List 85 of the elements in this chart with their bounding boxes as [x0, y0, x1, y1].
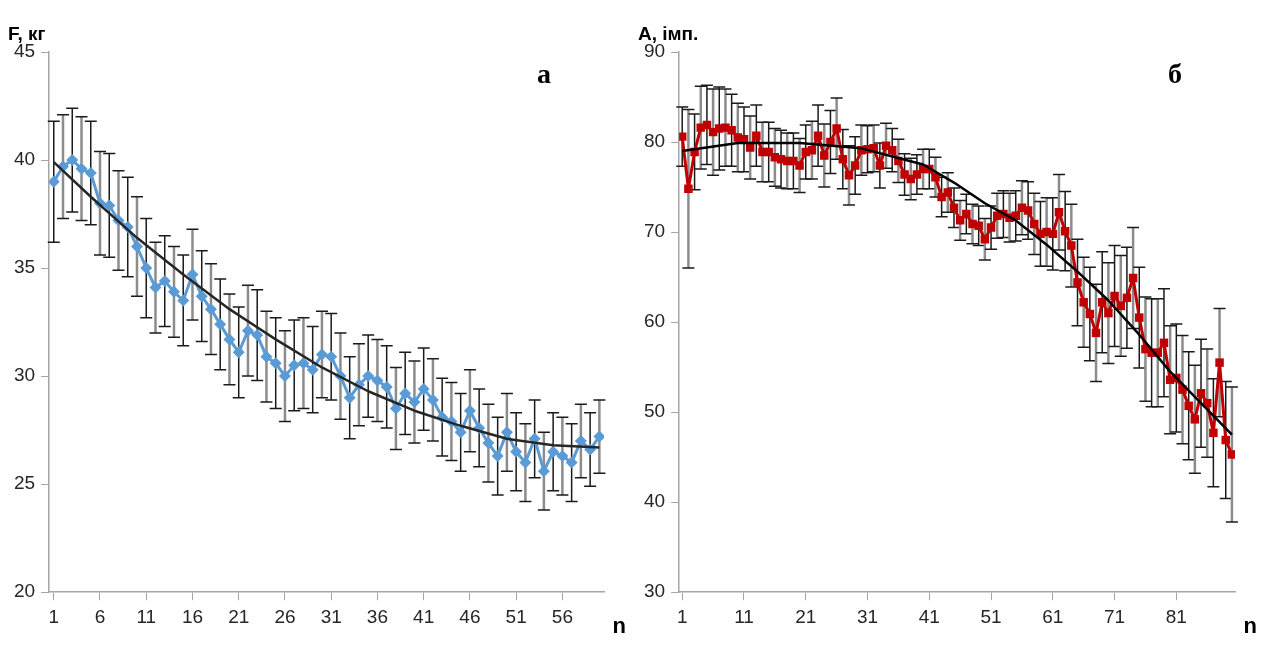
x-tick-label: 31 — [856, 605, 879, 627]
point — [223, 333, 236, 346]
x-tick-label: 16 — [181, 605, 204, 627]
annotation: б — [1168, 58, 1182, 90]
x-tick-label: 1 — [676, 605, 688, 627]
point — [149, 281, 162, 294]
x-tick-label: 61 — [1042, 605, 1064, 627]
point — [362, 370, 375, 383]
point — [297, 357, 310, 370]
point — [177, 294, 190, 307]
point — [380, 380, 393, 393]
point — [130, 240, 143, 253]
x-tick-label: 21 — [795, 605, 817, 627]
y-tick-label: 50 — [643, 400, 666, 422]
point — [417, 383, 430, 396]
point — [371, 374, 384, 387]
point — [463, 404, 476, 417]
point — [49, 175, 60, 188]
point — [241, 324, 254, 337]
point — [556, 450, 569, 463]
point — [574, 434, 587, 447]
point — [103, 199, 116, 212]
point — [75, 162, 88, 175]
x-tick-label: 26 — [274, 605, 296, 627]
point — [66, 154, 79, 167]
point — [500, 426, 513, 439]
x-tick-label: 21 — [228, 605, 250, 627]
x-tick-label: 51 — [505, 605, 527, 627]
point — [140, 262, 153, 275]
point — [260, 350, 273, 363]
y-tick-label: 30 — [13, 364, 36, 386]
y-tick-label: 20 — [13, 580, 36, 602]
point — [325, 350, 338, 363]
point — [343, 391, 356, 404]
y-axis-title: A, імп. — [638, 22, 699, 44]
point — [288, 359, 301, 372]
x-tick-label: 6 — [94, 605, 106, 627]
x-tick-label: 41 — [918, 605, 940, 627]
x-tick-label: 41 — [413, 605, 435, 627]
point — [408, 396, 421, 409]
point — [519, 456, 532, 469]
point — [306, 363, 319, 376]
x-tick-label: 46 — [459, 605, 481, 627]
point — [204, 303, 217, 316]
point — [232, 346, 245, 359]
y-tick-label: 30 — [643, 580, 666, 602]
point — [167, 285, 180, 298]
x-tick-label: 36 — [366, 605, 388, 627]
x-tick-label: 56 — [551, 605, 573, 627]
point — [195, 290, 208, 303]
point — [454, 426, 467, 439]
point — [491, 450, 504, 463]
y-tick-label: 60 — [643, 310, 666, 332]
point — [510, 445, 523, 458]
point — [399, 387, 412, 400]
x-tick-label: 11 — [734, 605, 754, 627]
y-tick-label: 70 — [643, 220, 666, 242]
point — [84, 167, 97, 180]
y-axis-title: F, кг — [8, 22, 46, 44]
point — [537, 465, 550, 478]
point — [158, 275, 171, 288]
x-axis-title: n — [612, 613, 626, 639]
point — [251, 329, 264, 342]
point — [482, 437, 495, 450]
x-tick-label: 1 — [48, 605, 60, 627]
y-tick-label: 40 — [13, 148, 36, 170]
point — [278, 370, 291, 383]
y-tick-label: 80 — [643, 130, 666, 152]
point — [214, 318, 227, 331]
x-axis-title: n — [1243, 613, 1257, 639]
point — [269, 357, 282, 370]
point — [593, 430, 604, 443]
y-tick-label: 40 — [643, 490, 666, 512]
point — [565, 456, 578, 469]
point — [547, 445, 560, 458]
point — [315, 348, 328, 361]
x-tick-label: 81 — [1165, 605, 1187, 627]
x-tick-label: 11 — [136, 605, 157, 627]
y-tick-label: 25 — [13, 472, 36, 494]
y-tick-label: 35 — [13, 256, 36, 278]
point — [426, 393, 439, 406]
x-tick-label: 71 — [1103, 605, 1126, 627]
annotation: а — [537, 58, 551, 90]
x-tick-label: 31 — [320, 605, 342, 627]
x-tick-label: 51 — [980, 605, 1002, 627]
